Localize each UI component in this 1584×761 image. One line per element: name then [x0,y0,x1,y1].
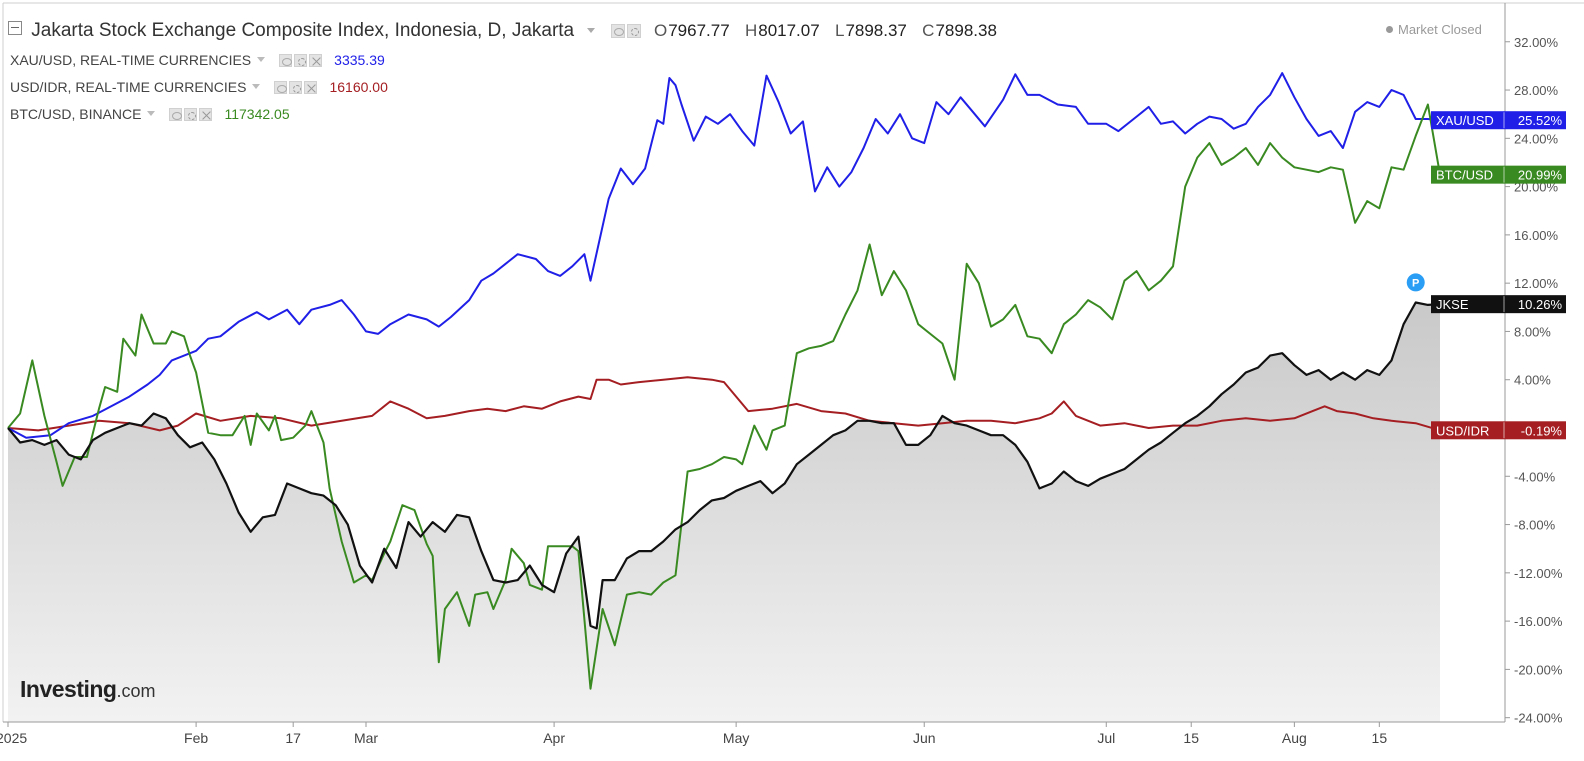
price-label-value: 20.99% [1518,168,1563,183]
jkse-area [8,302,1440,722]
legend-value: 117342.05 [224,106,290,122]
visibility-icon[interactable] [279,54,293,67]
series-line-jkse[interactable] [7,301,1441,630]
price-label-value: 25.52% [1518,113,1563,128]
price-label-box [1431,421,1566,440]
visibility-icon[interactable] [610,24,625,38]
visibility-icon[interactable] [274,81,288,94]
ohlc-open: O7967.77 [653,21,730,40]
series-controls [610,22,643,44]
price-label-name: JKSE [1436,297,1469,312]
y-tick-label: -20.00% [1514,662,1563,677]
legend-item-idr[interactable]: USD/IDR, REAL-TIME CURRENCIES 16160.00 [10,79,388,97]
x-tick-label: Jul [1097,730,1115,746]
legend-label: BTC/USD, BINANCE [10,106,142,122]
market-status-text: Market Closed [1398,22,1482,37]
x-tick-label: 2025 [0,730,27,746]
ohlc-high: H8017.07 [744,21,820,40]
y-tick-label: -24.00% [1514,711,1563,726]
visibility-icon[interactable] [169,108,183,121]
market-status: Market Closed [1386,22,1482,37]
x-tick-label: Mar [354,730,378,746]
investing-logo: Investing.com [20,676,156,702]
legend-value: 3335.39 [334,52,385,68]
price-label-value: -0.19% [1521,423,1563,438]
x-tick-label: Jun [913,730,936,746]
settings-icon[interactable] [289,81,303,94]
ohlc-close: C7898.38 [922,21,997,40]
series-line-xau[interactable] [7,72,1441,439]
legend-value: 16160.00 [329,79,388,95]
price-label-box [1431,111,1566,130]
settings-icon[interactable] [294,54,308,67]
price-label-name: USD/IDR [1436,423,1489,438]
price-label-box [1431,295,1566,314]
legend-label: USD/IDR, REAL-TIME CURRENCIES [10,79,247,95]
series-controls [274,81,319,97]
x-tick-label: Apr [543,730,565,746]
ohlc-low: L7898.37 [834,21,907,40]
legend-label: XAU/USD, REAL-TIME CURRENCIES [10,52,252,68]
price-label-jkse: JKSE 10.26% [1431,295,1566,314]
y-tick-label: -4.00% [1514,469,1556,484]
y-tick-label: 4.00% [1514,373,1551,388]
annotation-label: P [1412,277,1419,289]
series-line-btc[interactable] [7,103,1441,690]
status-dot-icon [1386,26,1393,33]
settings-icon[interactable] [184,108,198,121]
y-tick-label: -8.00% [1514,518,1556,533]
dropdown-icon[interactable] [147,111,156,116]
y-tick-label: -16.00% [1514,614,1563,629]
y-tick-label: 8.00% [1514,324,1551,339]
x-tick-label: 15 [1372,730,1388,746]
series-line-idr[interactable] [7,376,1441,432]
y-tick-label: 32.00% [1514,35,1559,50]
price-label-box [1431,165,1566,184]
price-label-xau: XAU/USD 25.52% [1431,111,1566,130]
settings-icon[interactable] [626,24,641,38]
x-tick-label: 17 [285,730,301,746]
x-tick-label: Aug [1282,730,1307,746]
collapse-icon[interactable] [8,21,22,35]
price-label-name: BTC/USD [1436,168,1493,183]
dropdown-icon[interactable] [587,28,596,33]
y-tick-label: 28.00% [1514,83,1559,98]
y-tick-label: 16.00% [1514,228,1559,243]
dropdown-icon[interactable] [257,57,266,62]
price-label-value: 10.26% [1518,297,1563,312]
x-tick-label: Feb [184,730,208,746]
remove-icon[interactable] [199,108,213,121]
price-label-btc: BTC/USD 20.99% [1431,165,1566,184]
x-tick-label: May [723,730,749,746]
dropdown-icon[interactable] [252,84,261,89]
x-tick-label: 15 [1183,730,1199,746]
annotation-marker[interactable] [1406,273,1425,292]
chart-header: Jakarta Stock Exchange Composite Index, … [8,20,1007,44]
price-label-idr: USD/IDR -0.19% [1431,421,1566,440]
y-tick-label: -12.00% [1514,566,1563,581]
remove-icon[interactable] [309,54,323,67]
y-tick-label: 12.00% [1514,276,1559,291]
y-tick-label: 24.00% [1514,131,1559,146]
series-controls [169,108,214,124]
series-controls [279,54,324,70]
legend-item-xau[interactable]: XAU/USD, REAL-TIME CURRENCIES 3335.39 [10,52,385,70]
legend-item-btc[interactable]: BTC/USD, BINANCE 117342.05 [10,106,290,124]
price-label-name: XAU/USD [1436,113,1494,128]
remove-icon[interactable] [304,81,318,94]
chart-title: Jakarta Stock Exchange Composite Index, … [31,20,575,41]
